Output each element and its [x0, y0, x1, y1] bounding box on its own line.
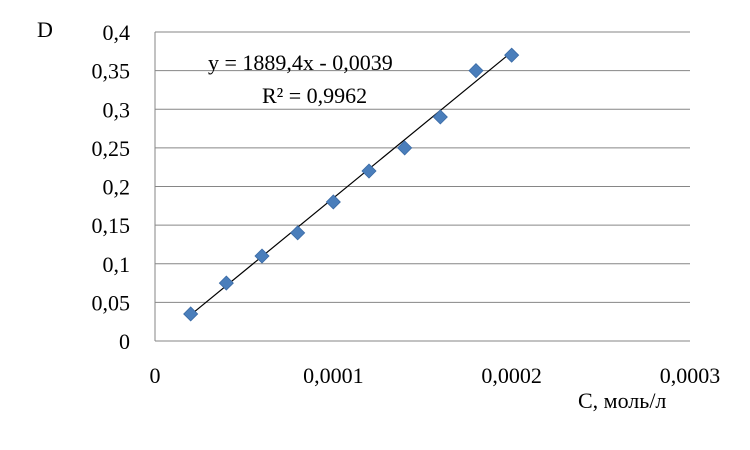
- data-point: [432, 109, 448, 125]
- trendline: [189, 51, 513, 316]
- r-squared-label: R² = 0,9962: [262, 83, 367, 108]
- x-axis-title: C, моль/л: [578, 388, 666, 413]
- y-tick-label: 0,25: [92, 136, 131, 161]
- data-point: [218, 275, 234, 291]
- data-point: [290, 225, 306, 241]
- y-tick-label: 0,35: [92, 59, 131, 84]
- data-point: [504, 47, 520, 63]
- data-points: [183, 47, 520, 322]
- x-tick-label: 0,0002: [481, 363, 542, 388]
- y-tick-label: 0,1: [103, 252, 131, 277]
- y-tick-label: 0: [119, 329, 130, 354]
- x-tick-label: 0,0003: [660, 363, 721, 388]
- data-point: [183, 306, 199, 322]
- data-point: [254, 248, 270, 264]
- y-tick-labels: 0 0,05 0,1 0,15 0,2 0,25 0,3 0,35 0,4: [92, 20, 131, 354]
- trendline-equation: y = 1889,4x - 0,0039: [208, 50, 393, 75]
- y-tick-label: 0,4: [103, 20, 131, 45]
- data-point: [325, 194, 341, 210]
- data-point: [468, 63, 484, 79]
- y-tick-label: 0,05: [92, 290, 131, 315]
- data-point: [361, 163, 377, 179]
- x-tick-labels: 0 0,0001 0,0002 0,0003: [150, 363, 721, 388]
- data-point: [397, 140, 413, 156]
- y-tick-label: 0,15: [92, 213, 131, 238]
- x-tick-label: 0: [150, 363, 161, 388]
- y-tick-label: 0,2: [103, 175, 131, 200]
- y-tick-label: 0,3: [103, 97, 131, 122]
- gridlines: [155, 31, 690, 342]
- y-axis-title: D: [37, 17, 53, 42]
- x-tick-label: 0,0001: [303, 363, 364, 388]
